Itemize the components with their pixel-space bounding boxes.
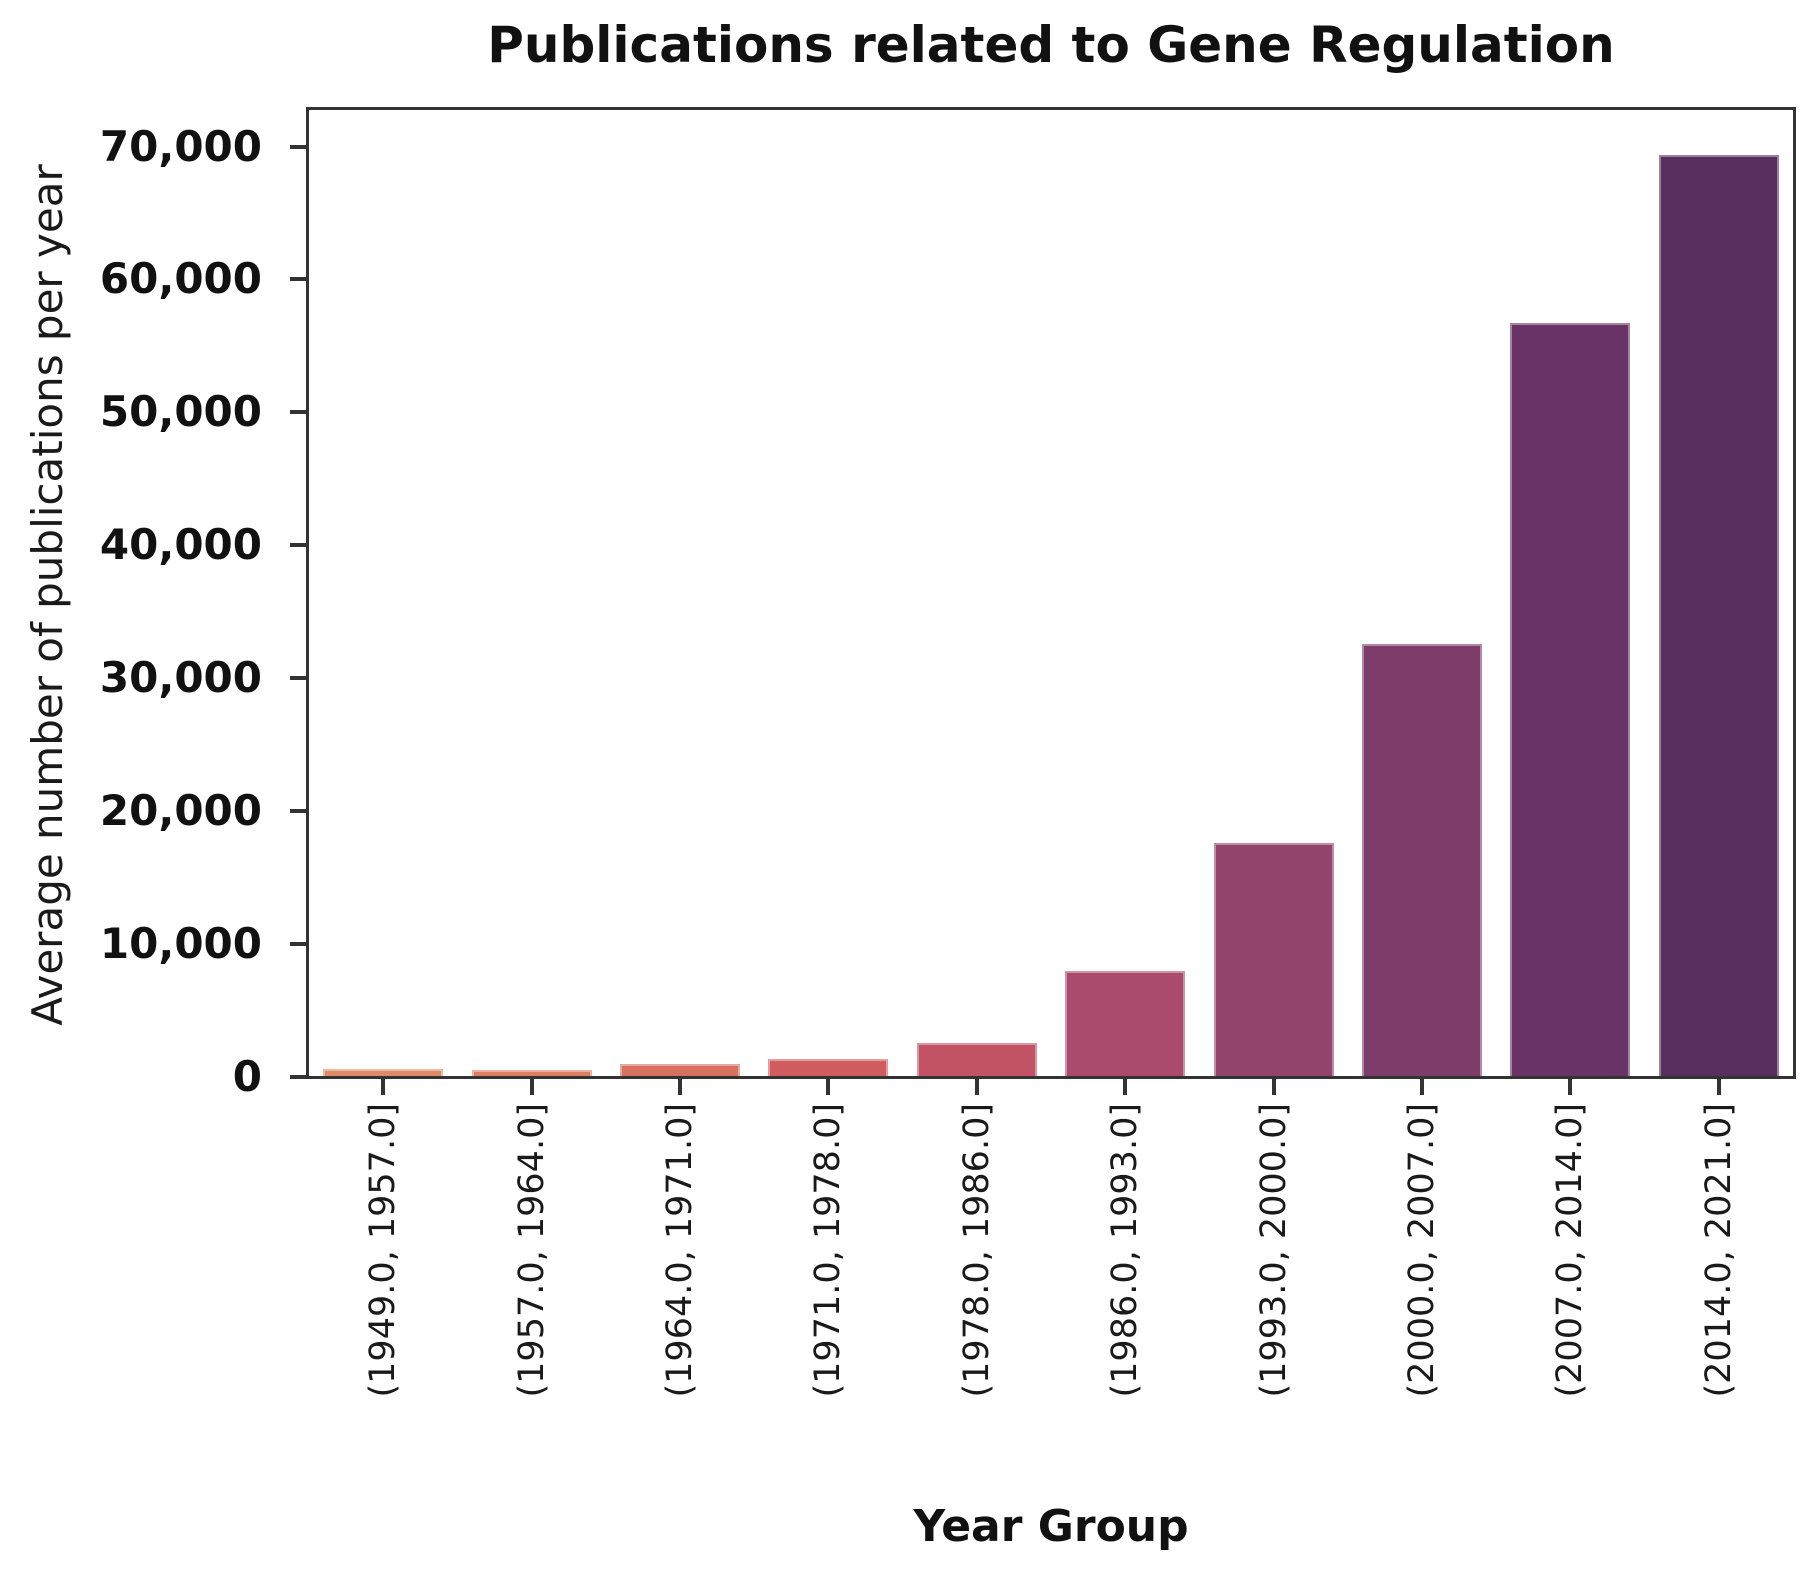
x-tick-mark: [1716, 1079, 1721, 1095]
x-tick-label: (1971.0, 1978.0]: [808, 1103, 849, 1398]
chart-title: Publications related to Gene Regulation: [487, 16, 1615, 74]
x-tick-label: (1978.0, 1986.0]: [956, 1103, 997, 1398]
x-tick-label: (1957.0, 1964.0]: [511, 1103, 552, 1398]
y-tick-label: 60,000: [99, 254, 262, 304]
x-tick-mark: [826, 1079, 831, 1095]
x-tick-label: (2000.0, 2007.0]: [1402, 1103, 1442, 1398]
y-tick-mark: [290, 675, 306, 680]
y-tick-mark: [290, 808, 306, 813]
y-tick-mark: [290, 1074, 306, 1079]
y-tick-mark: [290, 277, 306, 282]
bar-(1993.0, 2000.0]: [1213, 843, 1334, 1076]
x-tick-mark: [529, 1079, 534, 1095]
y-tick-mark: [290, 410, 306, 415]
bar-(1949.0, 1957.0]: [323, 1069, 444, 1076]
x-tick-label: (1986.0, 1993.0]: [1105, 1103, 1146, 1398]
y-tick-mark: [290, 144, 306, 149]
y-tick-label: 50,000: [99, 387, 262, 437]
x-tick-mark: [1420, 1079, 1424, 1095]
x-tick-mark: [381, 1079, 386, 1095]
y-tick-label: 30,000: [99, 652, 262, 702]
y-tick-label: 40,000: [99, 520, 262, 570]
x-tick-mark: [1568, 1079, 1573, 1095]
bar-(2000.0, 2007.0]: [1362, 644, 1482, 1076]
x-tick-mark: [974, 1079, 979, 1095]
bar-(1986.0, 1993.0]: [1065, 971, 1186, 1076]
y-axis-label: Average number of publications per year: [23, 164, 72, 1026]
y-tick-label: 10,000: [99, 918, 262, 968]
x-tick-label: (2014.0, 2021.0]: [1698, 1103, 1739, 1398]
y-tick-mark: [290, 543, 306, 548]
bar-(1957.0, 1964.0]: [471, 1070, 592, 1076]
bar-(2007.0, 2014.0]: [1510, 323, 1631, 1076]
x-tick-label: (1964.0, 1971.0]: [660, 1103, 700, 1398]
bar-(1971.0, 1978.0]: [768, 1059, 889, 1076]
y-tick-label: 0: [232, 1051, 262, 1101]
x-tick-label: (2007.0, 2014.0]: [1550, 1103, 1591, 1398]
bar-(2014.0, 2021.0]: [1658, 155, 1779, 1076]
y-tick-mark: [290, 941, 306, 946]
x-tick-label: (1993.0, 2000.0]: [1253, 1103, 1294, 1398]
y-tick-label: 20,000: [99, 785, 262, 835]
x-tick-label: (1949.0, 1957.0]: [363, 1103, 404, 1398]
x-axis-label: Year Group: [913, 1501, 1189, 1552]
bar-(1964.0, 1971.0]: [620, 1064, 740, 1076]
bar-(1978.0, 1986.0]: [916, 1043, 1037, 1076]
y-tick-label: 70,000: [99, 121, 262, 171]
x-tick-mark: [1123, 1079, 1128, 1095]
plot-area: [306, 107, 1796, 1079]
x-tick-mark: [678, 1079, 682, 1095]
x-tick-mark: [1271, 1079, 1276, 1095]
